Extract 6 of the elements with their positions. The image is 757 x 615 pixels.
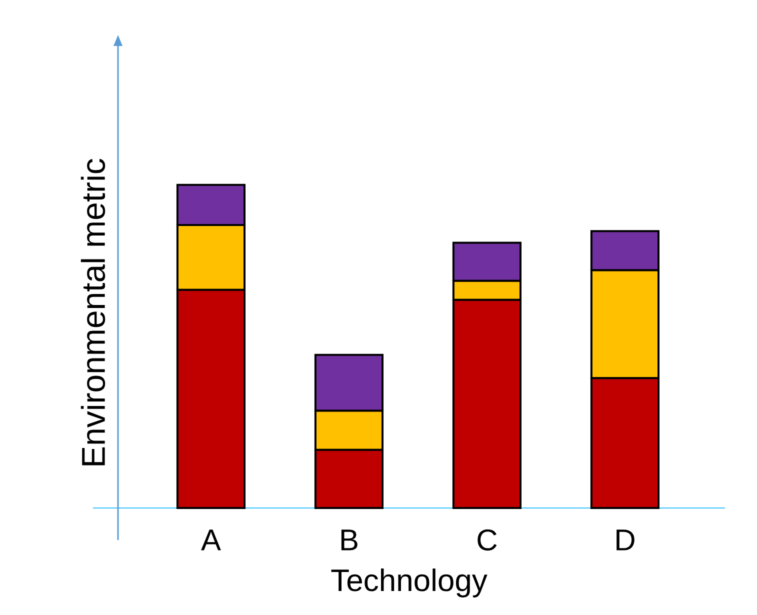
- x-tick-label: D: [616, 530, 634, 550]
- y-axis-title: Environmental metric: [80, 158, 106, 466]
- x-tick-label: B: [341, 530, 358, 550]
- x-tick-label: C: [478, 529, 497, 551]
- x-axis-title: Technology: [331, 568, 488, 598]
- x-tick-label: A: [201, 530, 221, 550]
